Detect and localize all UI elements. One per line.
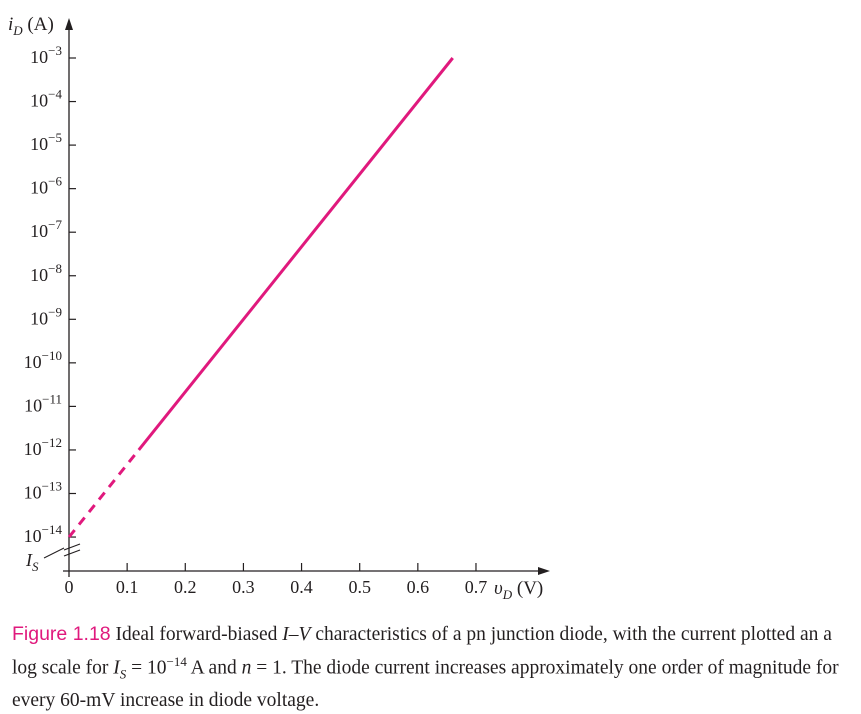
- y-tick-label: 10−9: [30, 304, 62, 328]
- diode-iv-chart: 10−3 10−4 10−5 10−6 10−7 10−8 10−9 10−10 10−11 10…: [8, 14, 550, 602]
- caption-text-1: Ideal forward-biased: [110, 624, 283, 645]
- x-tick-label: 0.4: [290, 577, 313, 597]
- axis-break-mark: [63, 543, 81, 551]
- x-tick-label: 0.6: [407, 577, 430, 597]
- y-tick-label: 10−8: [30, 261, 62, 285]
- is-label: IS: [25, 550, 39, 574]
- y-tick-label: 10−4: [30, 87, 62, 111]
- caption-eq-sup: −14: [166, 654, 187, 669]
- x-axis-title: υD (V): [494, 578, 543, 602]
- y-tick-label: 10−13: [24, 479, 62, 503]
- axis-labels: iD (A) υD (V): [8, 14, 543, 602]
- is-pointer: [43, 547, 65, 559]
- curves: [67, 57, 454, 538]
- y-axis-title: iD (A): [8, 14, 54, 38]
- y-tick-label: 10−14: [24, 522, 63, 546]
- caption-text-3: A and: [186, 657, 242, 679]
- axis-break-mark: [63, 549, 81, 557]
- y-tick-label: 10−12: [24, 435, 62, 459]
- x-tick-label: 0.3: [232, 577, 255, 597]
- figure-label: Figure 1.18: [12, 623, 111, 645]
- y-tick-label: 10−5: [30, 130, 62, 154]
- x-tick-label: 0.2: [174, 577, 197, 597]
- y-tick-label: 10−3: [30, 43, 62, 67]
- axes: [63, 18, 550, 577]
- x-tick-label: 0.1: [116, 577, 139, 597]
- x-tick-label: 0.5: [348, 577, 371, 597]
- caption-is-sub: S: [119, 666, 127, 682]
- figure-caption: Figure 1.18 Ideal forward-biased I–V cha…: [12, 621, 852, 714]
- curve-solid-segment: [137, 57, 454, 451]
- y-tick-label: 10−6: [30, 174, 62, 198]
- caption-is-var: I: [113, 657, 120, 679]
- y-tick-label: 10−11: [24, 391, 62, 415]
- caption-text-2: characteristics of a pn junction diode, …: [12, 624, 832, 679]
- caption-eq: = 10: [126, 657, 167, 679]
- caption-iv: I–V: [282, 624, 311, 645]
- y-tick-label: 10−10: [24, 348, 62, 372]
- caption-text-4: = 1. The diode current increases approxi…: [12, 657, 839, 712]
- curve-dashed-segment: [67, 449, 140, 538]
- x-tick-label: 0.7: [465, 577, 488, 597]
- y-ticks: 10−3 10−4 10−5 10−6 10−7 10−8 10−9 10−10 10−11 10…: [24, 43, 76, 574]
- x-tick-label: 0: [65, 577, 74, 597]
- y-tick-label: 10−7: [30, 217, 62, 241]
- y-axis-arrow: [65, 18, 73, 30]
- x-axis-arrow: [538, 567, 550, 575]
- x-ticks: 0 0.1 0.2 0.3 0.4 0.5 0.6 0.7: [65, 563, 488, 597]
- caption-n-var: n: [241, 657, 252, 679]
